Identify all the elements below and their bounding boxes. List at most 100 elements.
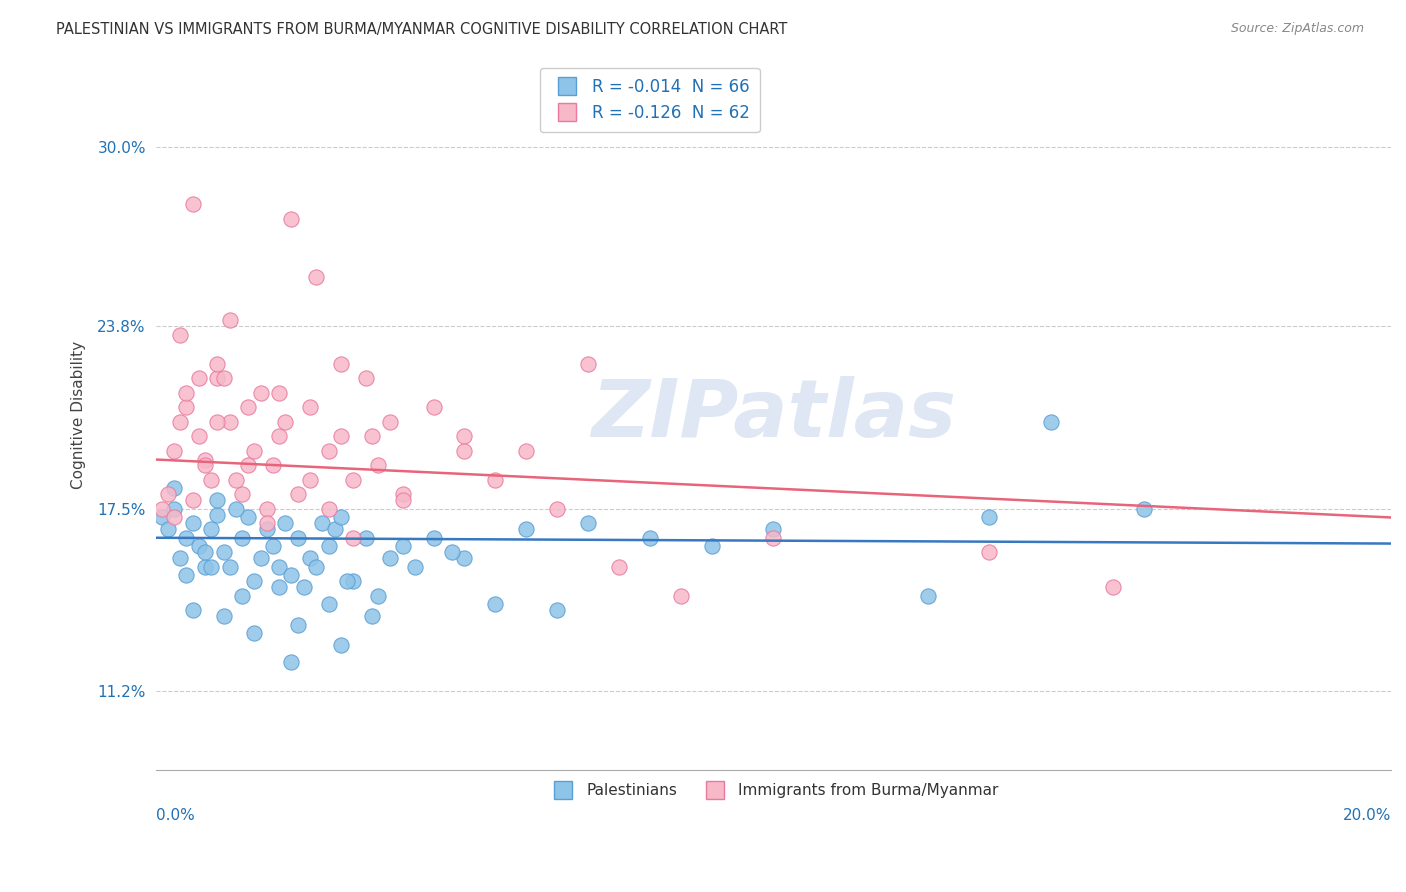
Text: 0.0%: 0.0% (156, 808, 194, 823)
Point (231, 589, 253, 603)
Point (391, 540, 413, 554)
Point (318, 501, 340, 516)
Point (243, 626, 266, 640)
Point (238, 510, 260, 524)
Point (269, 580, 291, 594)
Point (441, 545, 464, 559)
Point (181, 197, 204, 211)
Point (169, 415, 191, 429)
Point (207, 371, 229, 385)
Point (212, 545, 235, 559)
Y-axis label: Cognitive Disability: Cognitive Disability (72, 341, 86, 489)
Point (336, 574, 359, 589)
Point (329, 510, 352, 524)
Point (218, 313, 240, 327)
Point (200, 559, 222, 574)
Point (194, 452, 217, 467)
Point (225, 501, 247, 516)
Point (238, 458, 260, 473)
Point (287, 487, 309, 501)
Point (380, 551, 402, 566)
Point (329, 357, 352, 371)
Point (342, 473, 364, 487)
Text: ZIPatlas: ZIPatlas (591, 376, 956, 454)
Point (156, 522, 179, 536)
Point (218, 415, 240, 429)
Point (354, 531, 377, 545)
Point (422, 531, 444, 545)
Point (318, 598, 340, 612)
Point (225, 473, 247, 487)
Point (1133, 501, 1156, 516)
Point (329, 638, 352, 652)
Text: PALESTINIAN VS IMMIGRANTS FROM BURMA/MYANMAR COGNITIVE DISABILITY CORRELATION CH: PALESTINIAN VS IMMIGRANTS FROM BURMA/MYA… (56, 22, 787, 37)
Point (231, 531, 253, 545)
Point (256, 501, 278, 516)
Point (318, 443, 340, 458)
Point (287, 617, 309, 632)
Point (391, 493, 413, 508)
Point (979, 545, 1001, 559)
Point (515, 443, 537, 458)
Point (274, 415, 297, 429)
Point (762, 522, 785, 536)
Point (243, 443, 266, 458)
Point (256, 516, 278, 531)
Point (515, 522, 537, 536)
Point (292, 580, 315, 594)
Text: 20.0%: 20.0% (1343, 808, 1391, 823)
Point (546, 603, 568, 617)
Point (212, 371, 235, 385)
Point (280, 568, 302, 582)
Point (280, 656, 302, 670)
Point (917, 589, 939, 603)
Point (256, 522, 278, 536)
Legend: Palestinians, Immigrants from Burma/Myanmar: Palestinians, Immigrants from Burma/Myan… (541, 777, 1005, 805)
Point (298, 473, 321, 487)
Point (181, 516, 204, 531)
Point (638, 531, 661, 545)
Point (269, 429, 291, 443)
Point (979, 510, 1001, 524)
Point (176, 568, 198, 582)
Point (576, 516, 599, 531)
Point (354, 371, 377, 385)
Text: Source: ZipAtlas.com: Source: ZipAtlas.com (1230, 22, 1364, 36)
Point (305, 559, 328, 574)
Point (249, 551, 271, 566)
Point (156, 487, 179, 501)
Point (212, 609, 235, 624)
Point (576, 357, 599, 371)
Point (484, 598, 506, 612)
Point (342, 574, 364, 589)
Point (207, 493, 229, 508)
Point (360, 429, 382, 443)
Point (329, 429, 352, 443)
Point (207, 508, 229, 522)
Point (169, 327, 191, 342)
Point (287, 531, 309, 545)
Point (484, 473, 506, 487)
Point (181, 603, 204, 617)
Point (422, 401, 444, 415)
Point (280, 211, 302, 226)
Point (163, 443, 186, 458)
Point (249, 385, 271, 400)
Point (367, 458, 389, 473)
Point (305, 269, 328, 284)
Point (200, 522, 222, 536)
Point (207, 415, 229, 429)
Point (380, 415, 402, 429)
Point (187, 371, 209, 385)
Point (231, 487, 253, 501)
Point (298, 551, 321, 566)
Point (194, 559, 217, 574)
Point (163, 482, 186, 496)
Point (176, 385, 198, 400)
Point (163, 510, 186, 524)
Point (200, 473, 222, 487)
Point (762, 531, 785, 545)
Point (187, 429, 209, 443)
Point (181, 493, 204, 508)
Point (187, 540, 209, 554)
